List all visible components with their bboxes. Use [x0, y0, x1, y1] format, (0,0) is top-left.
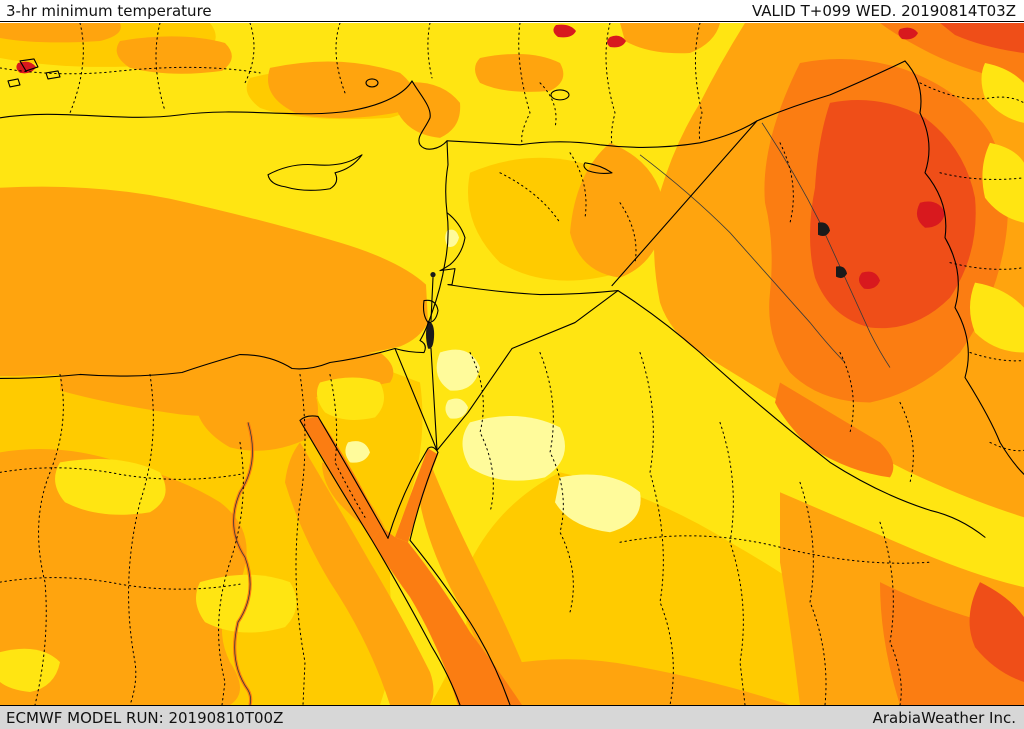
model-run-label: ECMWF MODEL RUN: 20190810T00Z — [6, 708, 284, 727]
rivers-mesopotamia — [639, 122, 891, 368]
lake-outlines — [365, 78, 613, 174]
coastlines — [0, 58, 511, 705]
lakes — [426, 222, 847, 349]
fill-red-orange-regions — [810, 23, 1024, 683]
map-title: 3-hr minimum temperature — [6, 1, 212, 20]
admin-borders — [0, 23, 1024, 705]
header-bar: 3-hr minimum temperature VALID T+099 WED… — [0, 0, 1024, 22]
footer-bar: ECMWF MODEL RUN: 20190810T00Z ArabiaWeat… — [0, 705, 1024, 729]
credit-label: ArabiaWeather Inc. — [872, 708, 1016, 727]
fill-red-spots — [16, 24, 945, 289]
map-canvas — [0, 23, 1024, 705]
country-borders — [394, 60, 1024, 538]
fill-pale-yellow-regions — [345, 229, 641, 533]
temperature-map — [0, 23, 1024, 705]
valid-time-label: VALID T+099 WED. 20190814T03Z — [751, 1, 1016, 20]
river-nile — [231, 421, 255, 705]
